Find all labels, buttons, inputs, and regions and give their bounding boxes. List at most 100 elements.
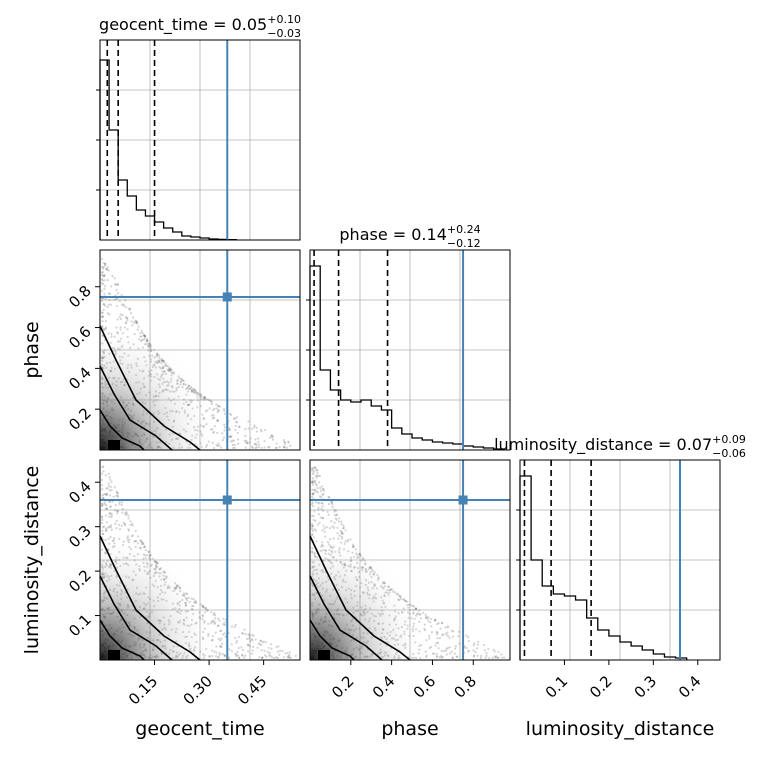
scatter-point: [327, 513, 330, 516]
scatter-point: [312, 471, 315, 474]
scatter-point: [222, 633, 225, 636]
scatter-point: [231, 439, 234, 442]
scatter-point: [263, 440, 266, 443]
scatter-point: [330, 519, 333, 523]
scatter-point: [330, 500, 333, 503]
scatter-point: [316, 487, 319, 490]
scatter-point: [501, 656, 504, 659]
scatter-point: [101, 267, 105, 270]
scatter-point: [274, 446, 278, 449]
scatter-point: [312, 492, 316, 495]
scatter-point: [116, 510, 120, 513]
scatter-point: [132, 316, 135, 319]
scatter-point: [434, 618, 437, 621]
scatter-point: [251, 649, 254, 652]
scatter-point: [456, 655, 459, 658]
scatter-point: [318, 495, 322, 498]
scatter-point: [247, 633, 250, 636]
scatter-point: [128, 307, 131, 310]
scatter-point: [243, 628, 246, 631]
scatter-point: [493, 650, 496, 653]
contour-level-3: [99, 619, 145, 661]
scatter-point: [335, 514, 338, 517]
scatter-point: [121, 511, 124, 514]
scatter-point: [287, 656, 290, 659]
scatter-point: [108, 313, 111, 316]
hist-luminosity_distance-steps: [519, 475, 688, 660]
scatter-point: [277, 645, 280, 648]
scatter-point: [275, 442, 278, 445]
scatter-point: [106, 279, 109, 282]
scatter-point: [111, 500, 114, 503]
scatter-point: [100, 515, 104, 518]
scatter-point: [323, 527, 326, 530]
scatter-point: [450, 650, 453, 653]
scatter-point: [500, 653, 503, 656]
scatter-point: [317, 506, 320, 509]
y-tick-label: 0.4: [65, 363, 95, 393]
scatter-point: [435, 656, 438, 659]
scatter-point: [118, 502, 121, 506]
scatter-point: [262, 640, 266, 643]
scatter-point: [311, 479, 314, 482]
scatter-point: [248, 441, 251, 444]
scatter-point: [102, 283, 105, 286]
scatter-point: [336, 526, 339, 529]
scatter-point: [103, 274, 106, 277]
contour-level-3: [99, 409, 145, 451]
scatter-point: [100, 516, 104, 519]
scatter-point: [435, 654, 439, 658]
scatter-point: [100, 478, 104, 482]
scatter-point: [316, 474, 319, 477]
scatter-point: [476, 643, 480, 646]
scatter-point: [237, 442, 240, 445]
scatter-point: [123, 524, 127, 527]
xlabel-luminosity-distance: luminosity_distance: [526, 718, 715, 740]
scatter-point: [445, 633, 448, 636]
scatter-point: [282, 445, 285, 448]
scatter-point: [265, 655, 268, 658]
scatter-point: [240, 646, 243, 649]
scatter-point: [437, 622, 440, 625]
scatter-point: [250, 637, 253, 641]
x-tick-label: 0.30: [180, 672, 216, 708]
scatter-point: [220, 629, 223, 632]
scatter-point: [234, 424, 238, 428]
scatter-point: [288, 653, 291, 657]
scatter-point: [107, 485, 110, 488]
scatter-point: [451, 635, 455, 638]
scatter-point: [286, 651, 289, 655]
scatter-point: [120, 303, 124, 306]
scatter-point: [101, 289, 104, 292]
hist-luminosity_distance-grid: [520, 460, 720, 660]
scatter-point: [101, 465, 104, 469]
scatter-point: [231, 443, 234, 447]
scatter-point: [313, 479, 317, 482]
scatter-point: [289, 656, 292, 659]
contour-level-1: [99, 535, 201, 661]
scatter-point: [241, 648, 245, 652]
scatter-point: [257, 443, 261, 446]
scatter-point: [253, 443, 256, 446]
scatter-point: [453, 647, 457, 650]
scatter-point: [128, 308, 132, 312]
scatter-point: [100, 278, 104, 281]
scatter-point: [102, 470, 105, 473]
scatter-point: [228, 648, 231, 651]
scatter-point: [263, 428, 267, 432]
scatter-point: [473, 642, 476, 645]
x-tick-label: 0.4: [675, 672, 705, 702]
scatter-point: [106, 268, 109, 271]
scatter-point: [331, 503, 334, 506]
scatter-point: [115, 283, 118, 287]
scatter-point: [472, 655, 476, 658]
scatter-point: [102, 526, 105, 529]
scatter-point: [233, 625, 236, 629]
scatter-point: [126, 317, 129, 320]
scatter-point: [268, 436, 272, 439]
scatter-point: [108, 292, 111, 295]
scatter-point: [313, 466, 316, 469]
scatter-point: [113, 298, 116, 301]
scatter-point: [248, 644, 251, 648]
scatter-point: [256, 440, 260, 443]
